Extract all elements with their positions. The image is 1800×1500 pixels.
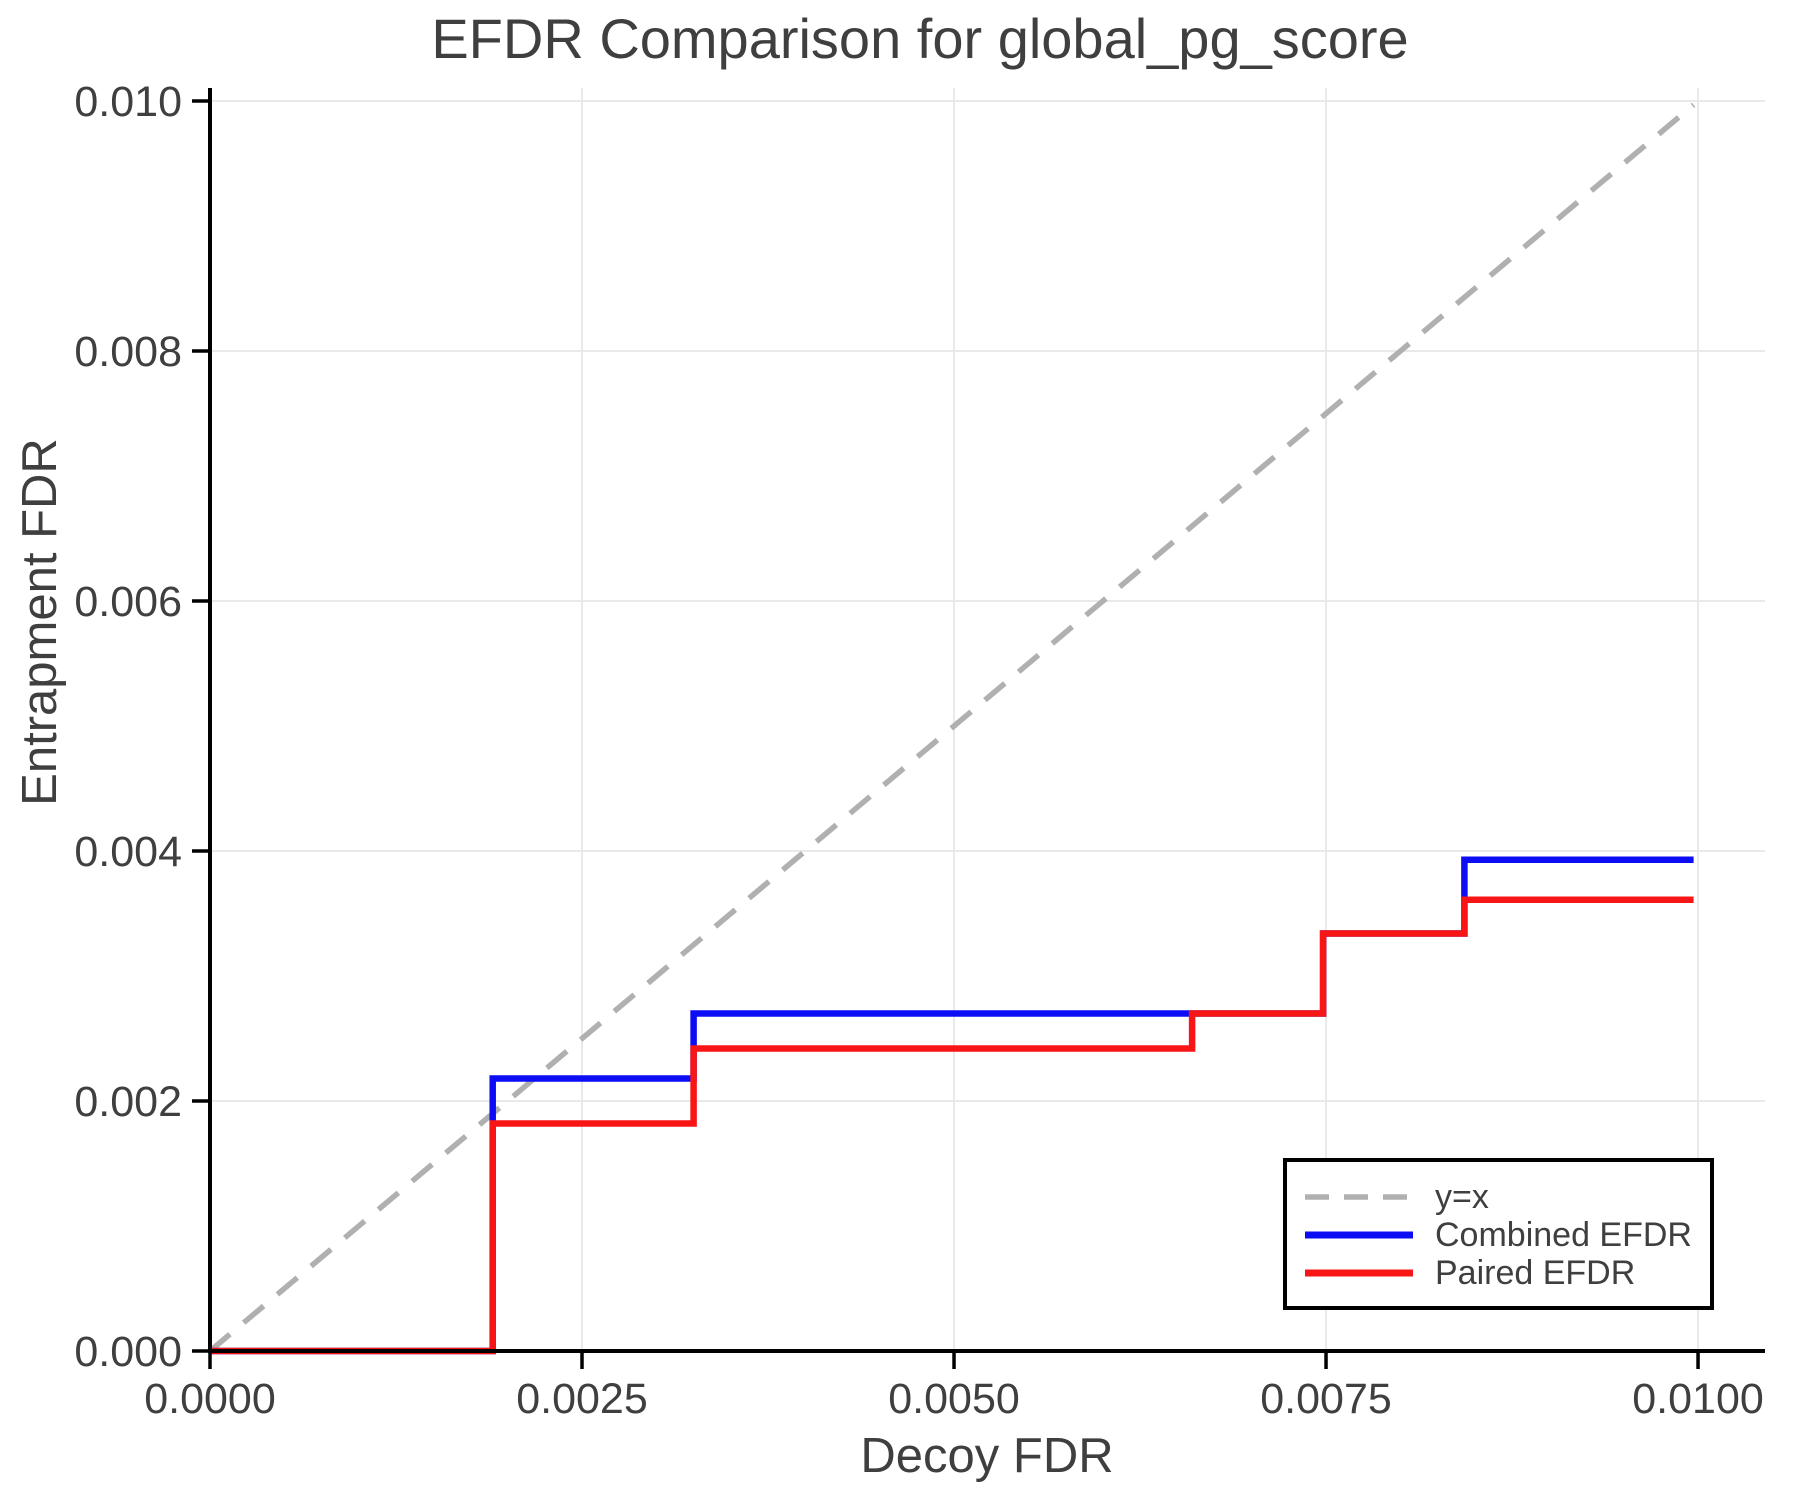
legend-label-paired: Paired EFDR [1435,1253,1636,1292]
tick-labels: 0.0000 0.0025 0.0050 0.0075 0.0100 0.000 0.002… [74,78,1763,1423]
legend: y=x Combined EFDR Paired EFDR [1283,1158,1714,1310]
y-tick-label: 0.002 [74,1078,182,1126]
x-axis-label: Decoy FDR [860,1429,1114,1483]
y-tick-label: 0.010 [74,78,182,126]
red-line-sample-icon [1305,1269,1413,1277]
y-tick-label: 0.008 [74,328,182,376]
legend-row-combined: Combined EFDR [1303,1216,1710,1254]
legend-label-combined: Combined EFDR [1435,1215,1692,1254]
chart-title: EFDR Comparison for global_pg_score [431,7,1409,70]
x-tick-label: 0.0000 [144,1375,276,1423]
x-tick-label: 0.0075 [1260,1375,1392,1423]
x-tick-label: 0.0025 [516,1375,648,1423]
y-x-line [208,102,1696,1354]
blue-line-sample-icon [1305,1231,1413,1239]
x-tick-label: 0.0050 [888,1375,1020,1423]
legend-label-yx: y=x [1435,1177,1489,1216]
gridlines [210,88,1765,1351]
data-series [208,102,1696,1355]
paired-efdr-line [210,896,1694,1355]
legend-row-yx: y=x [1303,1178,1710,1216]
axes [192,88,1765,1369]
y-tick-label: 0.006 [74,578,182,626]
y-tick-label: 0.004 [74,828,182,876]
y-tick-label: 0.000 [74,1328,182,1376]
dashed-line-sample-icon [1305,1194,1413,1200]
legend-row-paired: Paired EFDR [1303,1254,1710,1292]
x-tick-label: 0.0100 [1632,1375,1764,1423]
y-axis-label: Entrapment FDR [13,438,67,806]
